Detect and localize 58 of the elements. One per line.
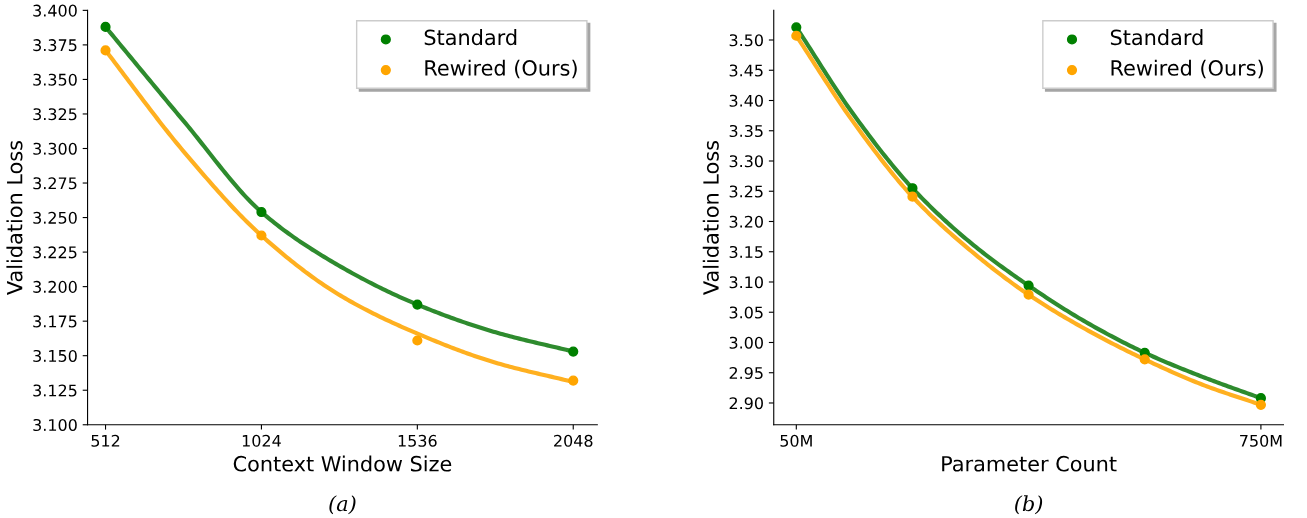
x-tick-label: 50M	[780, 434, 812, 447]
x-axis-title: Parameter Count	[942, 455, 1117, 472]
point	[256, 206, 267, 218]
point	[791, 30, 802, 41]
legend-label: Standard	[424, 29, 517, 46]
y-tick-label: 3.15	[729, 245, 763, 259]
point	[412, 335, 423, 346]
point	[907, 191, 918, 202]
y-tick-label: 3.100	[33, 418, 77, 432]
y-tick-label: 3.225	[33, 246, 77, 259]
x-axis-title: Context Window Size	[233, 455, 452, 472]
point	[100, 45, 111, 56]
x-tick-label: 1024	[242, 434, 281, 447]
y-tick-label: 3.20	[729, 215, 763, 228]
legend-label: Rewired (Ours)	[425, 59, 577, 79]
y-tick-label: 3.375	[33, 39, 77, 52]
y-tick-label: 3.275	[33, 177, 77, 190]
point	[568, 346, 579, 357]
x-tick-label: 1536	[398, 434, 437, 447]
point	[1255, 399, 1266, 410]
y-axis-title: Validation Loss	[6, 140, 23, 295]
y-tick-label: 3.400	[33, 4, 77, 17]
text: (a)	[329, 495, 356, 515]
y-axis-title: Validation Loss	[702, 140, 719, 295]
y-tick-label: 3.150	[33, 349, 77, 362]
y-tick-label: 3.50	[729, 34, 763, 47]
point	[1023, 289, 1034, 300]
y-tick-label: 3.250	[33, 211, 77, 224]
point	[791, 22, 802, 33]
y-tick-label: 3.45	[729, 64, 763, 77]
y-tick-label: 3.350	[33, 73, 77, 86]
y-tick-label: 3.05	[729, 306, 763, 319]
y-tick-label: 3.325	[33, 108, 77, 121]
y-tick-label: 3.200	[33, 280, 77, 293]
y-tick-label: 2.90	[729, 397, 763, 410]
y-tick-label: 3.00	[729, 336, 763, 349]
x-tick-label: 750M	[1240, 434, 1282, 447]
y-tick-label: 3.10	[729, 276, 763, 289]
y-tick-label: 3.40	[729, 94, 763, 107]
text: (b)	[1015, 495, 1043, 515]
legend-label: Rewired (Ours)	[1111, 59, 1263, 79]
x-tick-label: 2048	[554, 434, 593, 447]
y-tick-label: 3.300	[33, 142, 77, 155]
point	[568, 375, 579, 386]
point	[256, 230, 267, 241]
y-tick-label: 3.175	[33, 315, 77, 328]
legend-label: Standard	[1110, 29, 1203, 46]
y-tick-label: 3.30	[729, 155, 763, 168]
point	[907, 183, 918, 194]
point	[412, 299, 423, 310]
y-tick-label: 3.25	[729, 185, 763, 198]
y-tick-label: 3.35	[729, 124, 763, 138]
y-tick-label: 2.95	[729, 366, 763, 380]
x-tick-label: 512	[91, 434, 120, 447]
point	[1023, 280, 1034, 291]
y-tick-label: 3.125	[33, 384, 77, 397]
point	[100, 21, 111, 33]
point	[1139, 354, 1150, 365]
